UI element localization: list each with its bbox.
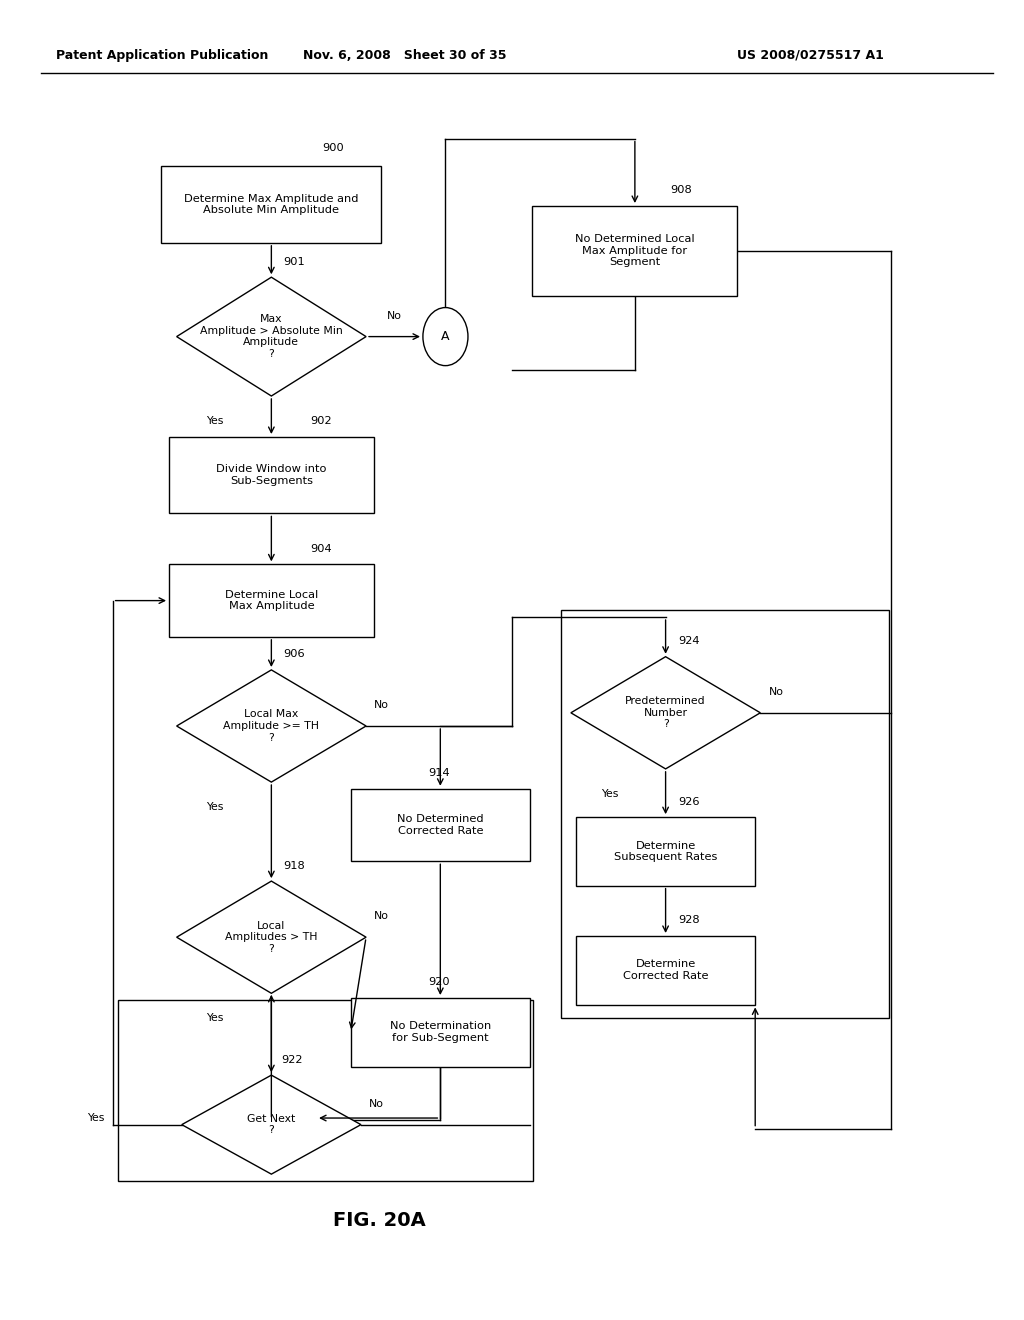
FancyBboxPatch shape <box>575 936 756 1005</box>
FancyBboxPatch shape <box>162 166 382 243</box>
Text: 900: 900 <box>323 143 344 153</box>
Text: Yes: Yes <box>207 1014 223 1023</box>
Text: Yes: Yes <box>207 801 223 812</box>
Text: Patent Application Publication: Patent Application Publication <box>56 49 268 62</box>
Text: Predetermined
Number
?: Predetermined Number ? <box>626 696 706 730</box>
Text: 904: 904 <box>310 544 332 554</box>
Text: No Determination
for Sub-Segment: No Determination for Sub-Segment <box>390 1022 490 1043</box>
Text: No Determined Local
Max Amplitude for
Segment: No Determined Local Max Amplitude for Se… <box>575 234 694 268</box>
FancyBboxPatch shape <box>350 998 530 1067</box>
FancyBboxPatch shape <box>575 817 756 886</box>
Text: No: No <box>375 911 389 921</box>
Text: 901: 901 <box>284 256 305 267</box>
Polygon shape <box>177 671 367 781</box>
FancyBboxPatch shape <box>350 789 530 862</box>
Polygon shape <box>177 882 367 993</box>
Polygon shape <box>182 1074 361 1175</box>
Text: Local Max
Amplitude >= TH
?: Local Max Amplitude >= TH ? <box>223 709 319 743</box>
Circle shape <box>423 308 468 366</box>
Text: 908: 908 <box>671 185 692 195</box>
Polygon shape <box>177 277 367 396</box>
Text: No: No <box>375 700 389 710</box>
FancyBboxPatch shape <box>169 437 374 513</box>
FancyBboxPatch shape <box>532 206 737 296</box>
Text: A: A <box>441 330 450 343</box>
FancyBboxPatch shape <box>169 564 374 636</box>
Text: Get Next
?: Get Next ? <box>247 1114 296 1135</box>
Polygon shape <box>571 656 760 768</box>
Text: 924: 924 <box>678 636 699 645</box>
Text: Determine
Subsequent Rates: Determine Subsequent Rates <box>614 841 717 862</box>
Text: 906: 906 <box>284 649 305 660</box>
Text: FIG. 20A: FIG. 20A <box>333 1212 425 1230</box>
Text: 918: 918 <box>284 861 305 871</box>
Text: No Determined
Corrected Rate: No Determined Corrected Rate <box>397 814 483 836</box>
Text: 920: 920 <box>428 977 450 987</box>
Text: 922: 922 <box>282 1055 303 1064</box>
Text: No: No <box>370 1098 384 1109</box>
Text: Max
Amplitude > Absolute Min
Amplitude
?: Max Amplitude > Absolute Min Amplitude ? <box>200 314 343 359</box>
Text: No: No <box>387 310 402 321</box>
Text: Yes: Yes <box>601 788 617 799</box>
Text: 928: 928 <box>678 915 699 925</box>
Text: Determine Max Amplitude and
Absolute Min Amplitude: Determine Max Amplitude and Absolute Min… <box>184 194 358 215</box>
Text: Nov. 6, 2008   Sheet 30 of 35: Nov. 6, 2008 Sheet 30 of 35 <box>303 49 506 62</box>
Text: Divide Window into
Sub-Segments: Divide Window into Sub-Segments <box>216 465 327 486</box>
Text: 902: 902 <box>310 416 332 426</box>
Text: Determine
Corrected Rate: Determine Corrected Rate <box>623 960 709 981</box>
Text: 926: 926 <box>678 796 699 807</box>
Text: No: No <box>768 686 783 697</box>
Text: Determine Local
Max Amplitude: Determine Local Max Amplitude <box>224 590 318 611</box>
Text: Yes: Yes <box>87 1113 104 1123</box>
Text: US 2008/0275517 A1: US 2008/0275517 A1 <box>737 49 884 62</box>
Text: 914: 914 <box>428 768 450 777</box>
Text: Yes: Yes <box>207 416 223 426</box>
Text: Local
Amplitudes > TH
?: Local Amplitudes > TH ? <box>225 920 317 954</box>
